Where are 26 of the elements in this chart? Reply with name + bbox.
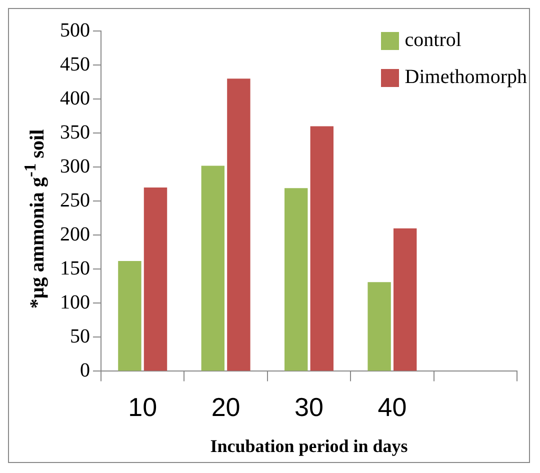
legend-label: control [404, 29, 462, 52]
x-tick-label: 40 [378, 392, 407, 422]
bar [393, 228, 417, 371]
y-tick-label: 400 [60, 87, 90, 110]
bar [227, 78, 250, 371]
y-tick-label: 150 [60, 257, 90, 280]
y-tick-label: 200 [60, 223, 90, 246]
y-tick-label: 450 [60, 53, 90, 76]
y-tick-label: 0 [80, 359, 90, 382]
x-tick-label: 10 [128, 392, 158, 422]
y-tick-label: 250 [60, 189, 90, 212]
bar [201, 166, 225, 371]
bar [118, 260, 142, 371]
y-tick-label: 500 [60, 19, 90, 42]
x-axis-title: Incubation period in days [210, 436, 408, 456]
bar [284, 188, 308, 371]
y-tick-label: 50 [70, 325, 90, 348]
x-tick-label: 30 [294, 392, 324, 422]
y-tick-label: 300 [60, 155, 90, 178]
legend-label: Dimethomorph [404, 66, 527, 89]
y-tick-label: 350 [60, 121, 90, 144]
bar [310, 126, 334, 371]
bar [368, 282, 391, 371]
x-tick-label: 20 [211, 392, 240, 422]
bar [144, 187, 168, 371]
y-tick-label: 100 [60, 291, 90, 314]
